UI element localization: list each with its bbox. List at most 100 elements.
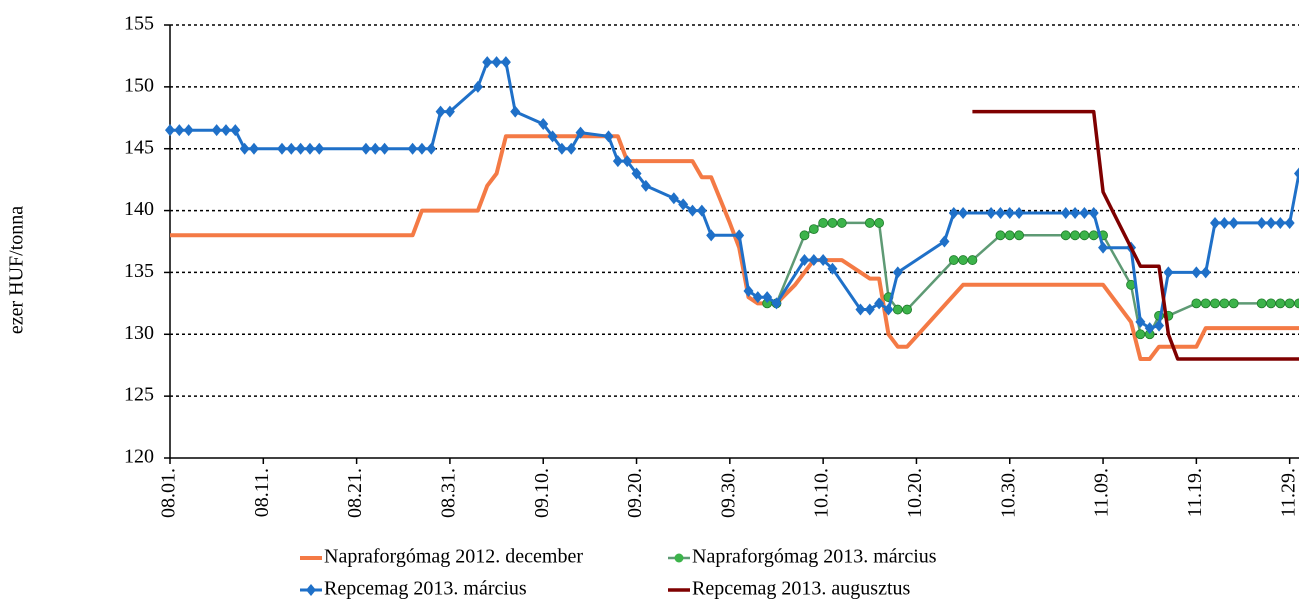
marker <box>874 218 885 228</box>
x-tick-label: 11.29. <box>1277 468 1299 517</box>
legend-label: Repcemag 2013. augusztus <box>692 578 910 600</box>
marker <box>1219 216 1230 229</box>
x-tick-label: 08.31. <box>438 468 460 518</box>
marker <box>556 142 567 155</box>
marker <box>1219 298 1230 309</box>
marker <box>1004 230 1015 241</box>
marker <box>547 130 558 143</box>
x-tick-label: 11.19. <box>1184 468 1206 517</box>
marker <box>836 218 847 228</box>
marker <box>1079 207 1090 220</box>
marker <box>1210 216 1221 229</box>
marker <box>239 142 250 155</box>
marker <box>1070 207 1081 220</box>
marker <box>939 235 950 248</box>
marker <box>808 224 819 235</box>
marker <box>1294 167 1299 180</box>
series-line <box>767 221 1299 336</box>
marker <box>276 142 287 155</box>
x-tick-label: 08.21. <box>344 468 366 518</box>
x-tick-label: 09.10. <box>531 468 553 518</box>
marker <box>211 124 222 137</box>
marker <box>1266 216 1277 229</box>
marker <box>426 142 437 155</box>
series-line <box>170 134 1299 361</box>
marker <box>808 254 819 267</box>
y-tick-label: 135 <box>124 260 154 282</box>
y-axis-label: ezer HUF/tonna <box>6 206 28 334</box>
marker <box>827 262 838 275</box>
legend-marker <box>674 553 684 563</box>
marker <box>883 303 894 316</box>
marker <box>948 255 959 265</box>
x-tick-label: 08.11. <box>251 468 273 517</box>
marker <box>892 304 903 315</box>
marker <box>612 155 623 168</box>
y-tick-label: 125 <box>124 384 154 406</box>
marker <box>771 297 782 310</box>
marker <box>1154 319 1165 332</box>
marker <box>874 297 885 310</box>
marker <box>678 198 689 211</box>
marker <box>743 284 754 297</box>
y-tick-label: 120 <box>124 446 154 468</box>
legend-label: Napraforgómag 2013. március <box>692 546 937 568</box>
marker <box>314 142 325 155</box>
marker <box>538 117 549 130</box>
marker <box>1135 329 1146 340</box>
marker <box>1256 298 1267 309</box>
marker <box>1200 266 1211 279</box>
legend-marker <box>306 584 316 596</box>
marker <box>1070 230 1080 241</box>
marker <box>1060 207 1071 220</box>
series-line <box>972 109 1299 361</box>
marker <box>734 229 745 242</box>
marker <box>995 230 1006 241</box>
marker <box>1256 216 1267 229</box>
marker <box>174 124 185 137</box>
x-tick-label: 10.20. <box>904 468 926 518</box>
marker <box>472 80 483 93</box>
marker <box>370 142 381 155</box>
marker <box>687 204 698 217</box>
marker <box>230 124 241 137</box>
marker <box>183 124 194 137</box>
marker <box>864 303 875 316</box>
marker <box>1191 298 1202 309</box>
marker <box>1144 322 1155 335</box>
y-tick-label: 130 <box>124 322 154 344</box>
marker <box>444 105 455 118</box>
marker <box>864 218 875 228</box>
x-tick-label: 08.01. <box>158 468 180 518</box>
marker <box>762 291 773 304</box>
marker <box>1088 207 1099 220</box>
marker <box>1275 216 1286 229</box>
marker <box>631 167 642 180</box>
marker <box>500 56 511 69</box>
y-tick-label: 150 <box>124 74 154 96</box>
marker <box>967 255 978 265</box>
marker <box>1275 298 1286 309</box>
marker <box>575 126 586 139</box>
marker <box>799 230 810 241</box>
y-tick-label: 145 <box>124 136 154 158</box>
marker <box>818 254 829 267</box>
marker <box>407 142 418 155</box>
marker <box>818 218 829 228</box>
marker <box>220 124 231 137</box>
x-tick-label: 09.30. <box>717 468 739 518</box>
marker <box>1210 298 1220 309</box>
marker <box>799 254 810 267</box>
marker <box>622 155 633 168</box>
marker <box>1098 241 1109 254</box>
y-tick-label: 140 <box>124 198 154 220</box>
marker <box>995 207 1006 220</box>
marker <box>1004 207 1015 220</box>
x-tick-label: 10.30. <box>997 468 1019 518</box>
marker <box>668 192 679 205</box>
marker <box>696 204 707 217</box>
marker <box>948 207 959 220</box>
marker <box>435 105 446 118</box>
marker <box>1228 298 1239 309</box>
